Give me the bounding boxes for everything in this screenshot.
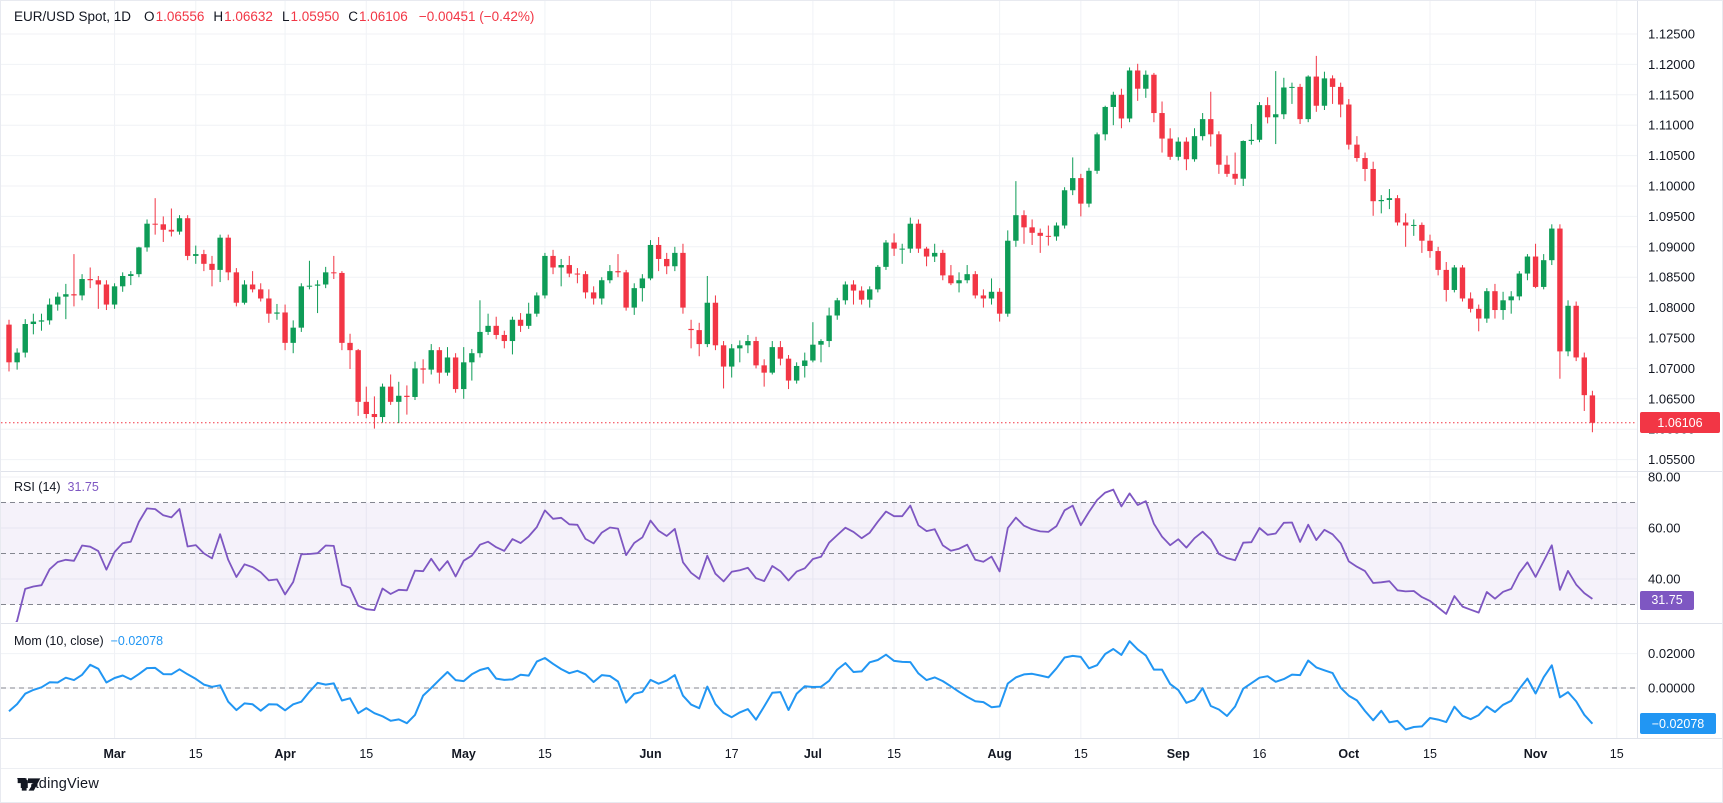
rsi-indicator-title[interactable]: RSI (14) — [14, 480, 61, 494]
svg-text:1.08500: 1.08500 — [1648, 270, 1695, 285]
svg-text:Aug: Aug — [987, 747, 1011, 761]
svg-text:0.02000: 0.02000 — [1648, 646, 1695, 661]
svg-text:1.09000: 1.09000 — [1648, 239, 1695, 254]
svg-text:1.10000: 1.10000 — [1648, 179, 1695, 194]
rsi-line[interactable] — [9, 488, 1593, 634]
symbol-legend[interactable]: EUR/USD Spot, 1D O1.06556 H1.06632 L1.05… — [14, 9, 534, 24]
svg-text:1.05500: 1.05500 — [1648, 452, 1695, 467]
svg-text:1.07500: 1.07500 — [1648, 331, 1695, 346]
svg-text:Apr: Apr — [274, 747, 296, 761]
rsi-indicator-value: 31.75 — [67, 480, 99, 494]
mom-indicator-title[interactable]: Mom (10, close) — [14, 634, 104, 648]
grid-layer — [1, 1, 1637, 738]
svg-text:15: 15 — [887, 747, 901, 761]
rsi-indicator-legend[interactable]: RSI (14) 31.75 — [14, 480, 99, 494]
price-axis[interactable]: 1.12500 1.12000 1.11500 1.11000 1.10500 1.100… — [1648, 27, 1695, 468]
svg-text:1.09500: 1.09500 — [1648, 209, 1695, 224]
svg-text:1.07000: 1.07000 — [1648, 361, 1695, 376]
svg-text:17: 17 — [725, 747, 739, 761]
svg-text:15: 15 — [189, 747, 203, 761]
svg-text:15: 15 — [1074, 747, 1088, 761]
ohlc-open: O1.06556 — [144, 9, 205, 24]
svg-text:1.11500: 1.11500 — [1648, 87, 1694, 102]
mom-indicator-value: −0.02078 — [110, 634, 164, 648]
svg-text:Jul: Jul — [804, 747, 822, 761]
svg-text:1.06500: 1.06500 — [1648, 391, 1695, 406]
tradingview-logo[interactable]: TradingView — [17, 776, 99, 792]
svg-text:1.12500: 1.12500 — [1648, 27, 1695, 42]
mom-value-badge: −0.02078 — [1640, 713, 1716, 735]
ohlc-high: H1.06632 — [213, 9, 273, 24]
rsi-value-badge: 31.75 — [1640, 590, 1694, 610]
mom-indicator-legend[interactable]: Mom (10, close) −0.02078 — [14, 634, 163, 648]
svg-text:Nov: Nov — [1524, 747, 1548, 761]
pane-separators — [1, 1, 1722, 769]
svg-text:15: 15 — [1610, 747, 1624, 761]
symbol-title[interactable]: EUR/USD Spot, 1D — [14, 9, 132, 24]
svg-text:15: 15 — [538, 747, 552, 761]
ohlc-close: C1.06106 — [348, 9, 408, 24]
svg-text:0.00000: 0.00000 — [1648, 681, 1695, 696]
svg-text:15: 15 — [1423, 747, 1437, 761]
svg-text:1.11000: 1.11000 — [1648, 118, 1694, 133]
svg-text:1.10500: 1.10500 — [1648, 148, 1695, 163]
svg-text:15: 15 — [359, 747, 373, 761]
svg-text:Jun: Jun — [639, 747, 661, 761]
svg-text:Sep: Sep — [1167, 747, 1190, 761]
svg-text:Mar: Mar — [103, 747, 125, 761]
ohlc-low: L1.05950 — [281, 9, 340, 24]
momentum-line[interactable] — [8, 640, 1594, 731]
rsi-axis[interactable]: 80.00 60.00 40.00 — [1648, 470, 1681, 587]
tradingview-logo-icon — [17, 778, 41, 791]
svg-text:16: 16 — [1253, 747, 1267, 761]
svg-text:1.12000: 1.12000 — [1648, 57, 1695, 72]
svg-text:May: May — [452, 747, 476, 761]
svg-text:40.00: 40.00 — [1648, 572, 1681, 587]
change-value: −0.00451 (−0.42%) — [418, 9, 535, 24]
mom-axis[interactable]: 0.02000 0.00000 — [1648, 646, 1695, 695]
last-price-badge: 1.06106 — [1640, 412, 1720, 434]
svg-text:80.00: 80.00 — [1648, 470, 1681, 485]
candles-layer[interactable] — [6, 55, 1596, 433]
svg-text:1.08000: 1.08000 — [1648, 300, 1695, 315]
svg-text:60.00: 60.00 — [1648, 521, 1681, 536]
svg-text:Oct: Oct — [1338, 747, 1360, 761]
time-axis[interactable]: Mar 15 Apr 15 May 15 Jun 17 Jul 15 Aug 15 Sep 16 Oct 15… — [103, 747, 1623, 761]
